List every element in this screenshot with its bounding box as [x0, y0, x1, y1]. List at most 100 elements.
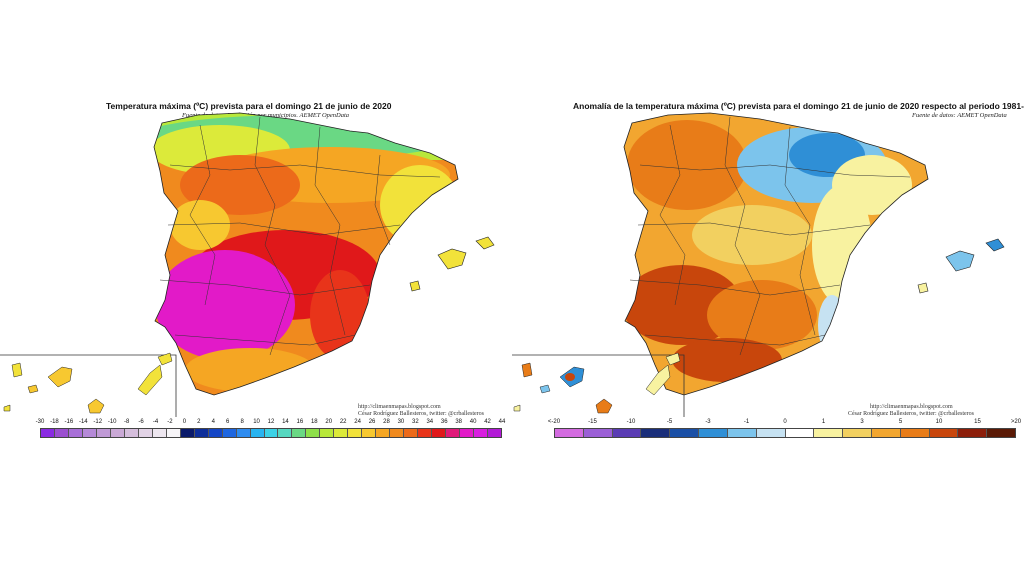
- scale-swatch: [152, 429, 167, 437]
- scale-swatch: [843, 429, 872, 437]
- scale-tick-label: 30: [397, 419, 405, 425]
- scale-tick-label: 8: [240, 419, 244, 425]
- scale-swatch: [555, 429, 584, 437]
- scale-tick-label: 32: [412, 419, 419, 425]
- scale-tick-label: 5: [898, 419, 903, 425]
- scale-swatch: [96, 429, 111, 437]
- map-source: Fuente de datos: Predicción por municipi…: [182, 112, 350, 119]
- scale-swatch: [292, 429, 307, 437]
- scale-tick-label: -16: [64, 419, 74, 425]
- scale-tick-label: 10: [253, 419, 260, 425]
- scale-tick-label: -10: [107, 419, 117, 425]
- scale-tick-label: 44: [498, 419, 506, 425]
- scale-swatches: [554, 428, 1016, 438]
- scale-swatch: [670, 429, 700, 437]
- scale-swatch: [334, 429, 349, 437]
- scale-tick-label: 22: [339, 419, 347, 425]
- scale-swatch: [180, 429, 195, 437]
- scale-swatch: [264, 429, 279, 437]
- scale-swatch: [699, 429, 728, 437]
- scale-swatch: [987, 429, 1015, 437]
- scale-tick-label: 0: [783, 419, 787, 425]
- scale-swatch: [460, 429, 475, 437]
- scale-swatch: [474, 429, 488, 437]
- max-temperature-map-panel: Temperatura máxima (ºC) prevista para el…: [0, 95, 512, 440]
- scale-swatch: [418, 429, 433, 437]
- scale-swatch: [68, 429, 83, 437]
- scale-swatch: [82, 429, 97, 437]
- scale-tick-label: -12: [93, 419, 103, 425]
- credit-author: César Rodríguez Ballesteros, twitter: @c…: [358, 411, 484, 417]
- scale-tick-label: 1: [821, 419, 826, 425]
- scale-tick-label: 12: [267, 419, 275, 425]
- scale-swatch: [641, 429, 671, 437]
- scale-tick-labels: <-20 -15 -10 -5 -3 -1 0 1 3 5 10 15 >20: [548, 419, 1021, 428]
- scale-tick-label: 15: [974, 419, 981, 425]
- scale-swatch: [278, 429, 293, 437]
- scale-swatch: [958, 429, 988, 437]
- credit-author: César Rodríguez Ballesteros, twitter: @c…: [848, 411, 974, 417]
- spain-anomaly-map: [512, 112, 1005, 417]
- scale-tick-label: <-20: [547, 419, 561, 425]
- scale-tick-label: 20: [325, 419, 333, 425]
- scale-swatch: [814, 429, 844, 437]
- scale-swatch: [208, 429, 223, 437]
- scale-tick-label: 28: [383, 419, 390, 425]
- scale-tick-label: -1: [743, 419, 750, 425]
- scale-swatch: [41, 429, 55, 437]
- scale-swatch: [194, 429, 209, 437]
- scale-swatch: [900, 429, 930, 437]
- scale-tick-label: 36: [440, 419, 448, 425]
- scale-tick-label: 18: [310, 419, 318, 425]
- scale-tick-label: 26: [368, 419, 376, 425]
- scale-tick-label: 3: [860, 419, 864, 425]
- scale-swatch: [222, 429, 237, 437]
- scale-tick-label: 4: [211, 419, 215, 425]
- scale-tick-label: 40: [469, 419, 477, 425]
- scale-swatch: [727, 429, 757, 437]
- spain-temperature-map: [0, 112, 495, 417]
- scale-swatch: [110, 429, 125, 437]
- map-title: Temperatura máxima (ºC) prevista para el…: [106, 101, 392, 111]
- scale-swatch: [583, 429, 613, 437]
- scale-swatch: [612, 429, 642, 437]
- scale-tick-label: 34: [426, 419, 434, 425]
- scale-tick-label: -18: [50, 419, 59, 425]
- scale-swatch: [362, 429, 377, 437]
- temperature-anomaly-map-panel: Anomalía de la temperatura máxima (ºC) p…: [512, 95, 1024, 440]
- scale-tick-label: -5: [666, 419, 673, 425]
- scale-swatch: [236, 429, 251, 437]
- scale-tick-label: 0: [182, 419, 187, 425]
- scale-tick-label: 14: [282, 419, 289, 425]
- scale-swatch: [348, 429, 363, 437]
- scale-swatch: [756, 429, 786, 437]
- map-source: Fuente de datos: AEMET OpenData: [912, 112, 1007, 119]
- scale-tick-label: -2: [167, 419, 173, 425]
- scale-tick-label: >20: [1010, 419, 1022, 425]
- scale-tick-label: 6: [226, 419, 230, 425]
- credit-url: http://climaenmapas.blogspot.com: [870, 404, 953, 410]
- scale-tick-label: -4: [152, 419, 159, 425]
- scale-tick-label: -6: [138, 419, 144, 425]
- scale-tick-labels: -30 -18 -16 -14 -12 -10 -8 -6 -4 -2 0 2 4 6 8 10 12 14 16 1…: [36, 419, 506, 428]
- scale-tick-label: -14: [78, 419, 88, 425]
- scale-tick-label: -15: [588, 419, 597, 425]
- scale-swatch: [166, 429, 181, 437]
- scale-swatch: [785, 429, 815, 437]
- scale-swatch: [138, 429, 153, 437]
- scale-swatch: [306, 429, 321, 437]
- scale-tick-label: 16: [296, 419, 304, 425]
- temperature-color-scale: -30 -18 -16 -14 -12 -10 -8 -6 -4 -2 0 2 4 6 8 10 12 14 16 1…: [36, 419, 506, 441]
- scale-swatch: [446, 429, 461, 437]
- scale-tick-label: 38: [455, 419, 463, 425]
- scale-swatches: [40, 428, 502, 438]
- scale-swatch: [929, 429, 959, 437]
- scale-swatch: [124, 429, 139, 437]
- scale-swatch: [320, 429, 335, 437]
- scale-tick-label: 24: [354, 419, 361, 425]
- scale-swatch: [376, 429, 391, 437]
- scale-swatch: [488, 429, 501, 437]
- scale-tick-label: 2: [197, 419, 201, 425]
- scale-swatch: [390, 429, 405, 437]
- scale-tick-label: -10: [626, 419, 636, 425]
